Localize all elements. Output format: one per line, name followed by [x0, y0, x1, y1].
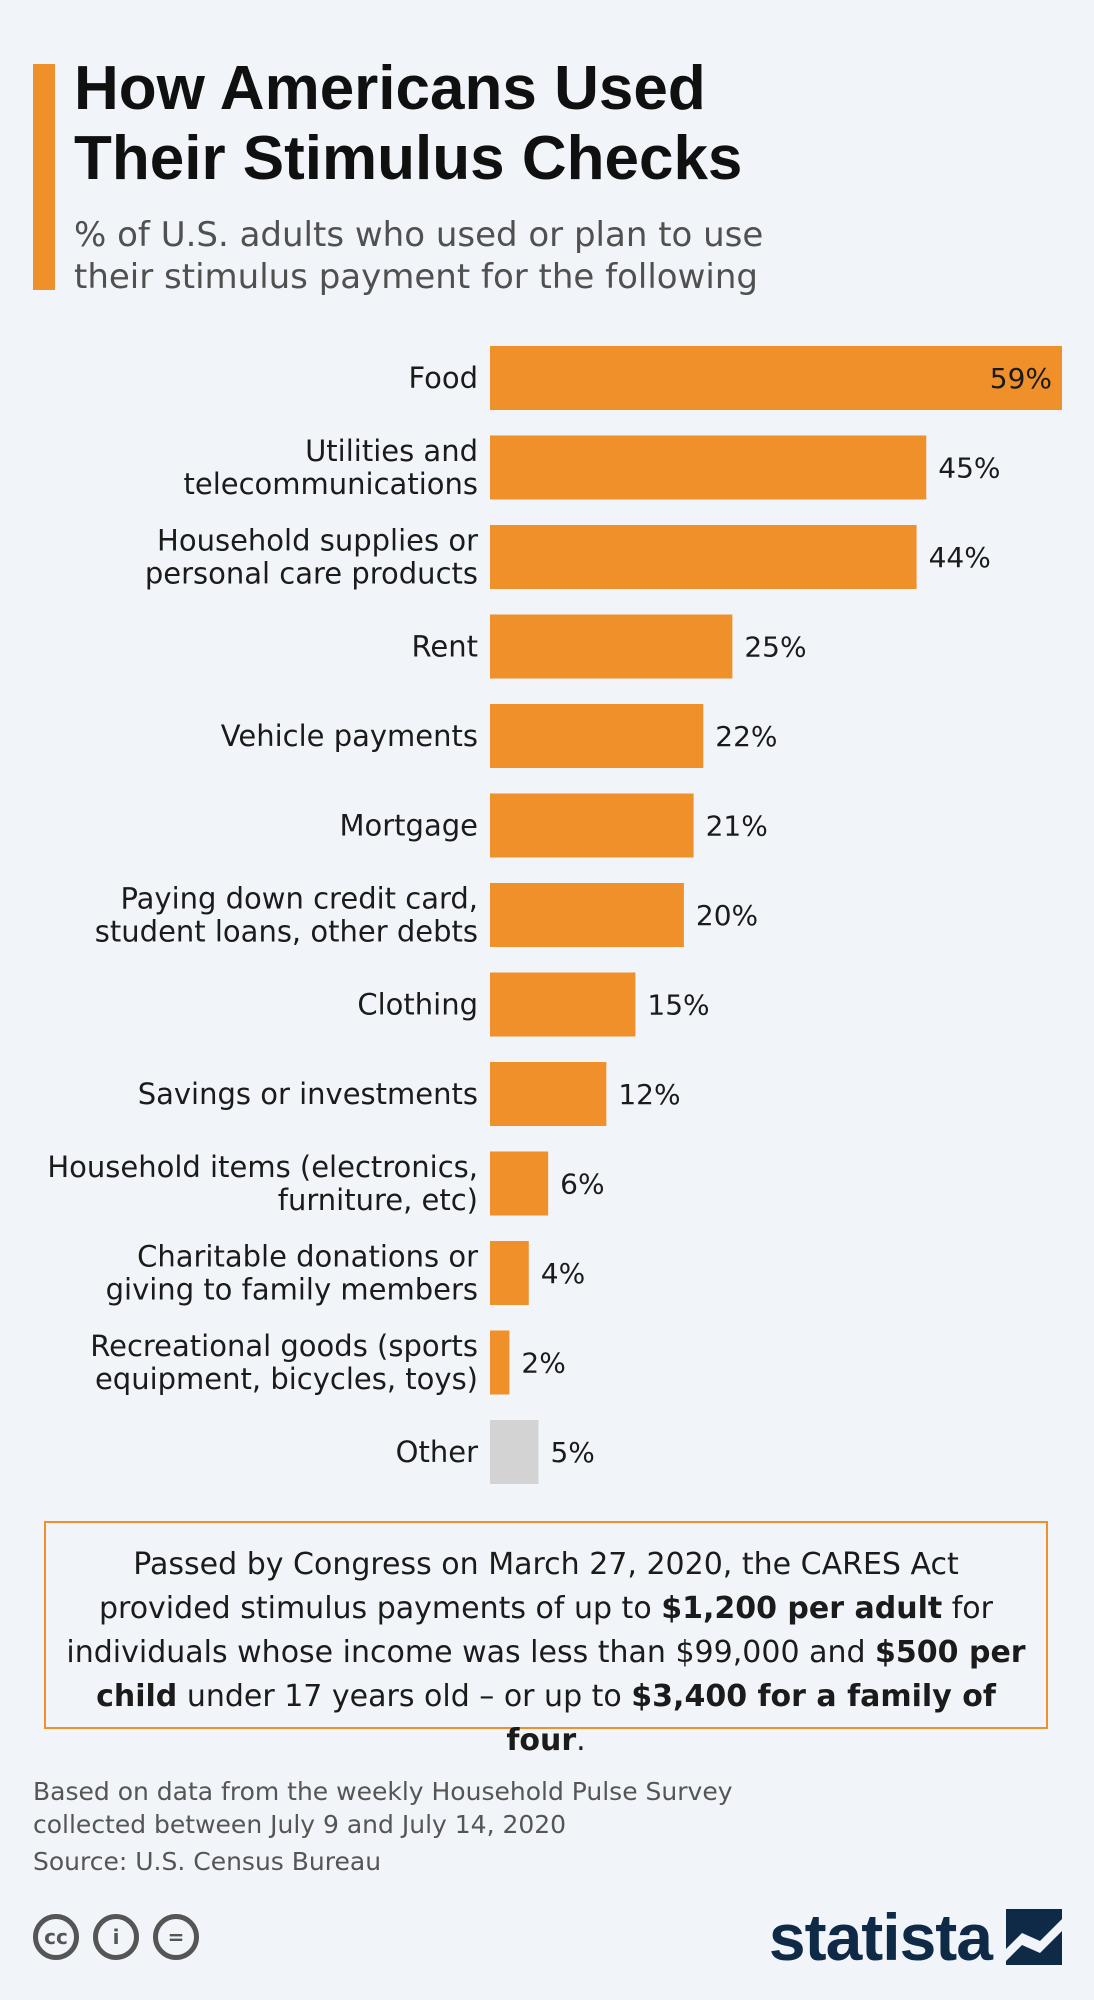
note-box: Passed by Congress on March 27, 2020, th… — [44, 1521, 1048, 1758]
note-bold-child: $500 per child — [96, 1635, 1026, 1714]
note-bold-adult: $1,200 per adult — [661, 1591, 943, 1626]
value-label-1: 45% — [938, 452, 1000, 485]
subtitle-line-2: their stimulus payment for the following — [74, 257, 758, 297]
value-label-2: 44% — [929, 541, 991, 574]
attribution-icon[interactable]: i — [93, 1914, 139, 1960]
category-label-12-0: Other — [396, 1435, 478, 1469]
category-label-9-1: furniture, etc) — [278, 1183, 478, 1217]
category-label-7-0: Clothing — [357, 988, 478, 1022]
bar-4 — [490, 704, 704, 768]
value-label-0: 59% — [990, 362, 1052, 395]
category-label-9-0: Household items (electronics, — [47, 1150, 478, 1184]
chart-title: How Americans Used Their Stimulus Checks — [74, 54, 1074, 194]
value-label-11: 2% — [521, 1347, 565, 1380]
chart-subtitle: % of U.S. adults who used or plan to use… — [74, 214, 1074, 298]
title-line-1: How Americans Used — [74, 54, 706, 123]
value-label-12: 5% — [550, 1436, 594, 1469]
bar-5 — [490, 793, 694, 858]
category-label-5-0: Mortgage — [340, 809, 479, 843]
value-label-10: 4% — [541, 1257, 585, 1290]
category-label-4-0: Vehicle payments — [221, 719, 478, 753]
bar-8 — [490, 1062, 607, 1126]
category-label-3-0: Rent — [412, 630, 478, 664]
bar-6 — [490, 883, 684, 947]
bar-3 — [490, 614, 733, 679]
category-label-0-0: Food — [408, 361, 478, 395]
value-label-9: 6% — [560, 1168, 604, 1201]
value-label-5: 21% — [706, 810, 768, 843]
bar-7 — [490, 972, 636, 1037]
category-label-8-0: Savings or investments — [138, 1077, 478, 1111]
category-label-11-1: equipment, bicycles, toys) — [95, 1362, 478, 1396]
creative-commons-icon[interactable]: cc — [33, 1914, 79, 1960]
category-label-2-0: Household supplies or — [157, 524, 478, 558]
footer-notes: Based on data from the weekly Household … — [33, 1775, 733, 1878]
bar-2 — [490, 525, 917, 589]
value-label-4: 22% — [715, 720, 777, 753]
footer-line-2: collected between July 9 and July 14, 20… — [33, 1810, 567, 1839]
no-derivatives-icon[interactable]: = — [153, 1914, 199, 1960]
bar-12 — [490, 1420, 539, 1484]
logo-wordmark: statista — [768, 1900, 993, 1974]
category-label-1-0: Utilities and — [305, 434, 478, 468]
value-label-6: 20% — [696, 899, 758, 932]
subtitle-line-1: % of U.S. adults who used or plan to use — [74, 215, 764, 255]
title-line-2: Their Stimulus Checks — [74, 124, 743, 193]
category-label-2-1: personal care products — [145, 557, 478, 591]
category-label-1-1: telecommunications — [184, 467, 479, 501]
value-label-8: 12% — [618, 1078, 680, 1111]
bar-10 — [490, 1241, 529, 1305]
note-bold-family: $3,400 for a family of four — [506, 1679, 996, 1758]
bar-1 — [490, 435, 927, 500]
category-label-6-0: Paying down credit card, — [120, 882, 478, 916]
source-text: Source: U.S. Census Bureau — [33, 1847, 382, 1876]
category-label-6-1: student loans, other debts — [95, 915, 478, 949]
value-label-3: 25% — [744, 631, 806, 664]
bar-9 — [490, 1151, 549, 1216]
category-label-11-0: Recreational goods (sports — [90, 1329, 478, 1363]
title-accent-bar — [33, 64, 55, 290]
bar-0 — [490, 346, 1062, 410]
note-text: Passed by Congress on March 27, 2020, th… — [66, 1547, 1026, 1758]
license-icons: cc i = — [33, 1914, 199, 1960]
category-label-10-1: giving to family members — [106, 1273, 478, 1307]
bar-11 — [490, 1330, 510, 1395]
footer-line-1: Based on data from the weekly Household … — [33, 1777, 733, 1806]
category-label-10-0: Charitable donations or — [137, 1240, 478, 1274]
value-label-7: 15% — [647, 989, 709, 1022]
statista-mark-icon — [1006, 1909, 1062, 1965]
statista-logo[interactable]: statista — [769, 1904, 1062, 1970]
